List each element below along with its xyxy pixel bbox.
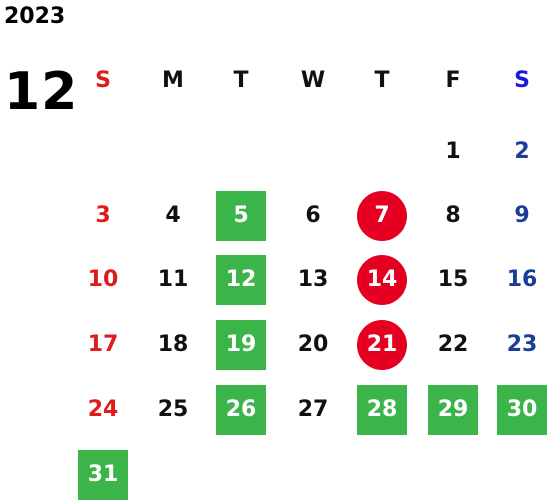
day-cell-6[interactable]: 6 (305, 203, 321, 228)
day-cell-13[interactable]: 13 (297, 267, 329, 292)
weekday-monday: M (162, 68, 184, 93)
year-label: 2023 (4, 4, 66, 29)
day-cell-18[interactable]: 18 (157, 332, 189, 357)
day-cell-28[interactable]: 28 (357, 385, 407, 435)
weekday-friday: F (445, 68, 461, 93)
day-cell-14[interactable]: 14 (357, 255, 407, 305)
day-cell-21[interactable]: 21 (357, 320, 407, 370)
day-cell-1[interactable]: 1 (445, 139, 461, 164)
weekday-thursday: T (374, 68, 390, 93)
day-cell-30[interactable]: 30 (497, 385, 547, 435)
day-cell-9[interactable]: 9 (514, 203, 530, 228)
day-cell-24[interactable]: 24 (87, 397, 119, 422)
day-cell-8[interactable]: 8 (445, 203, 461, 228)
day-cell-19[interactable]: 19 (216, 320, 266, 370)
day-cell-16[interactable]: 16 (506, 267, 538, 292)
day-cell-3[interactable]: 3 (95, 203, 111, 228)
weekday-saturday: S (514, 68, 530, 93)
weekday-wednesday: W (300, 68, 326, 93)
day-cell-2[interactable]: 2 (514, 139, 530, 164)
day-cell-17[interactable]: 17 (87, 332, 119, 357)
day-cell-25[interactable]: 25 (157, 397, 189, 422)
day-cell-29[interactable]: 29 (428, 385, 478, 435)
day-cell-26[interactable]: 26 (216, 385, 266, 435)
day-cell-4[interactable]: 4 (165, 203, 181, 228)
day-cell-22[interactable]: 22 (437, 332, 469, 357)
day-cell-23[interactable]: 23 (506, 332, 538, 357)
day-cell-10[interactable]: 10 (87, 267, 119, 292)
day-cell-11[interactable]: 11 (157, 267, 189, 292)
day-cell-5[interactable]: 5 (216, 191, 266, 241)
weekday-sunday: S (95, 68, 111, 93)
day-cell-31[interactable]: 31 (78, 450, 128, 500)
day-cell-7[interactable]: 7 (357, 191, 407, 241)
day-cell-20[interactable]: 20 (297, 332, 329, 357)
day-cell-12[interactable]: 12 (216, 255, 266, 305)
day-cell-15[interactable]: 15 (437, 267, 469, 292)
day-cell-27[interactable]: 27 (297, 397, 329, 422)
weekday-tuesday: T (233, 68, 249, 93)
month-label: 12 (4, 62, 79, 122)
